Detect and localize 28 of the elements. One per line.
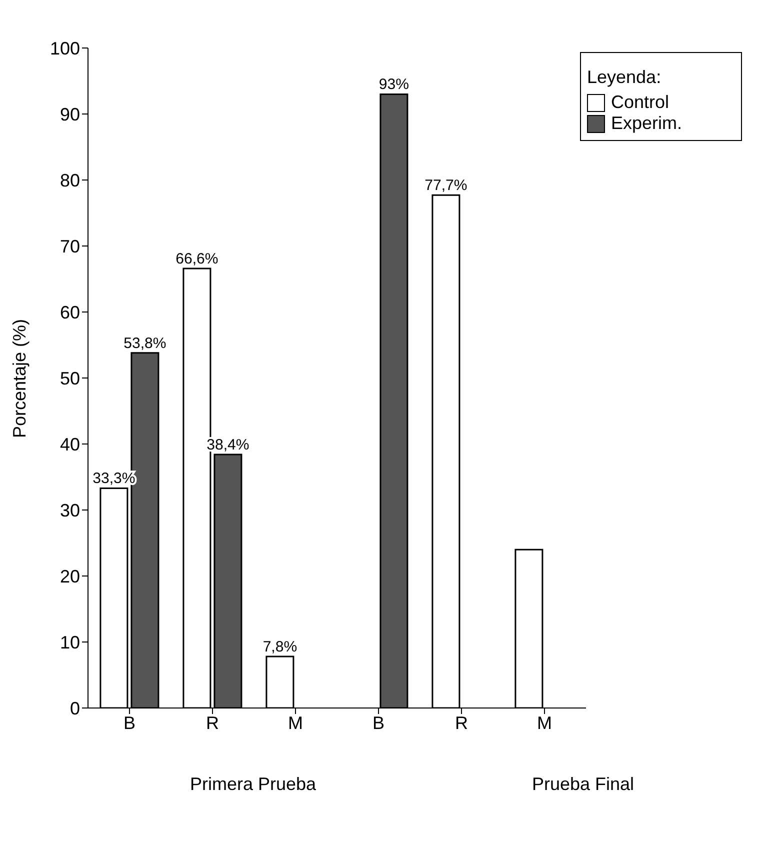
y-tick-label: 100 [50,38,80,58]
x-tick-label: B [372,712,385,733]
y-tick-label: 90 [60,104,80,124]
data-label: 66,6% [176,250,218,268]
y-tick-label: 60 [60,302,80,322]
x-tick-label: M [537,712,552,733]
y-tick-label: 80 [60,170,80,190]
y-axis-title: Porcentaje (%) [9,318,30,438]
legend-label: Control [611,92,670,113]
data-label: 53,8% [124,334,166,352]
legend-title: Leyenda: [587,67,662,88]
x-tick-label: R [455,712,468,733]
data-label: 7,8% [262,638,298,656]
x-tick-label: R [206,712,219,733]
y-tick-label: 0 [70,698,80,718]
data-label: 93% [378,76,409,94]
data-label: 77,7% [424,177,468,194]
y-tick-label: 40 [60,434,80,454]
x-tick-label: M [288,712,303,733]
text: Prueba Final [530,774,636,795]
x-tick-label: B [123,712,136,733]
legend-label: Experim. [611,113,682,134]
y-tick-label: 70 [60,236,80,256]
y-tick-label: 30 [60,500,80,520]
y-tick-label: 10 [60,632,80,652]
y-tick-label: 50 [60,368,80,388]
y-tick-label: 20 [60,566,80,586]
text: Primera Prueba [188,774,318,795]
